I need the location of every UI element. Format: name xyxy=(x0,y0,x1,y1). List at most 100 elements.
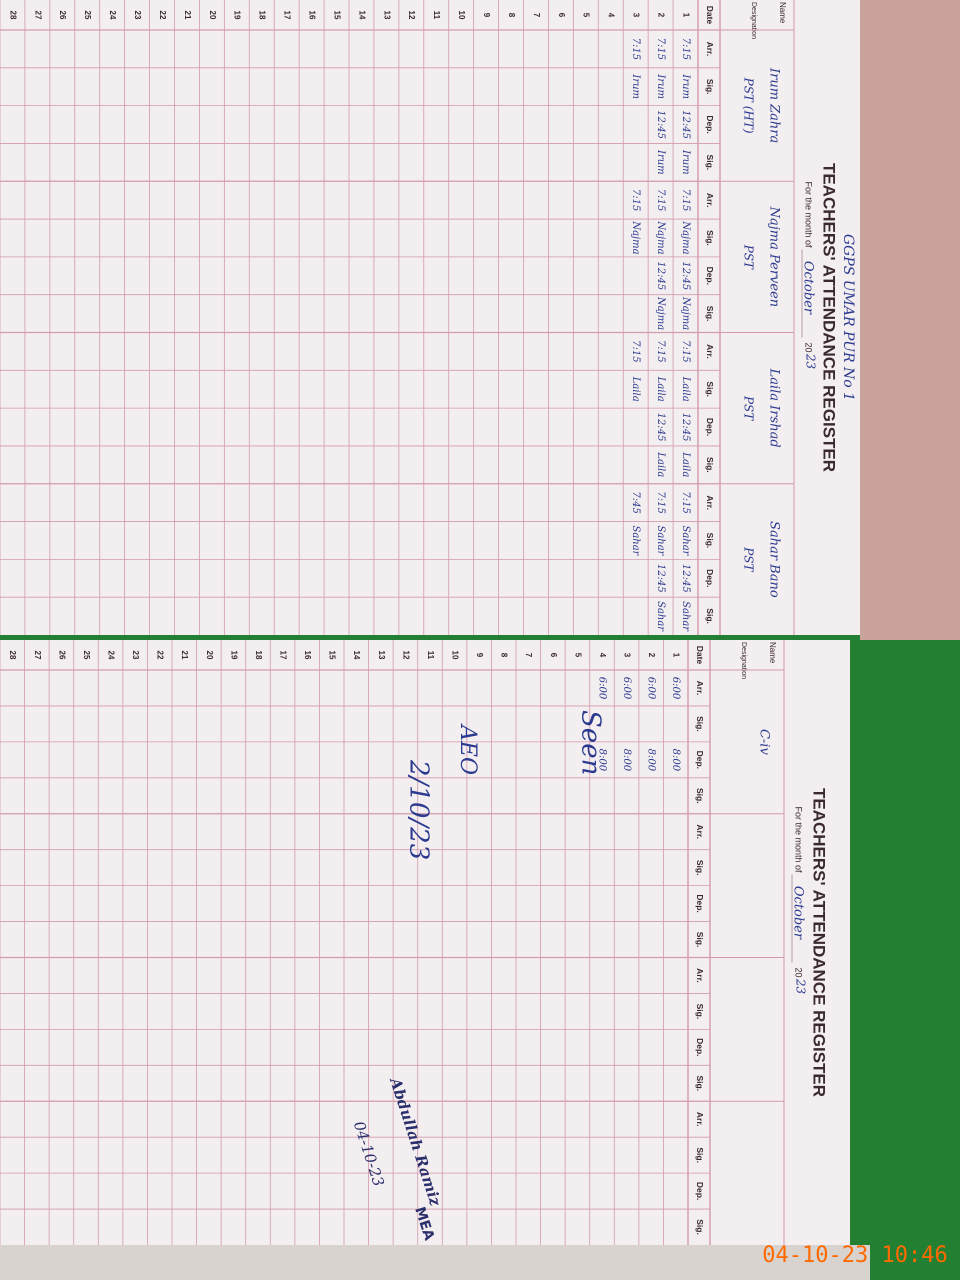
date-number: 21 xyxy=(183,11,192,20)
date-number: 23 xyxy=(133,11,142,20)
column-header: Sig. xyxy=(705,79,715,95)
column-header: Dep. xyxy=(695,894,705,912)
entry: 7:15 xyxy=(630,340,641,362)
date-number: 4 xyxy=(607,13,616,18)
date-number: 1 xyxy=(681,13,690,18)
entry: 7:15 xyxy=(680,38,691,60)
entry: 7:15 xyxy=(655,189,666,211)
entry: Najma xyxy=(655,296,666,330)
date-number: 19 xyxy=(233,11,242,20)
date-number: 1 xyxy=(672,653,681,658)
entry: Sahar xyxy=(630,525,641,556)
entry: 7:15 xyxy=(655,340,666,362)
teacher-designation: PST xyxy=(742,546,756,572)
entry: Irum xyxy=(630,73,641,99)
entry: 6:00 xyxy=(646,677,657,700)
entry: 12:45 xyxy=(655,413,666,442)
column-header: Arr. xyxy=(695,1112,705,1127)
entry: 7:15 xyxy=(630,38,641,60)
date-number: 26 xyxy=(58,11,67,20)
date-number: 18 xyxy=(254,651,263,660)
entry: Najma xyxy=(655,220,666,254)
entry: 6:00 xyxy=(597,677,608,700)
remark: Seen xyxy=(576,710,606,775)
entry: 7:15 xyxy=(655,38,666,60)
date-number: 24 xyxy=(106,651,115,660)
date-number: 2 xyxy=(647,653,656,658)
register-title: TEACHERS' ATTENDANCE REGISTER xyxy=(810,788,829,1097)
column-header: Dep. xyxy=(705,115,715,133)
entry: 7:15 xyxy=(630,189,641,211)
column-header: Sig. xyxy=(695,1075,705,1091)
entry: 12:45 xyxy=(655,110,666,139)
column-header: Arr. xyxy=(705,42,715,57)
date-number: 14 xyxy=(357,11,366,20)
date-number: 28 xyxy=(8,651,17,660)
date-number: 26 xyxy=(57,651,66,660)
column-header: Sig. xyxy=(695,716,705,732)
teacher-designation: PST (HT) xyxy=(742,77,756,134)
entry: 6:00 xyxy=(670,677,681,700)
date-number: 27 xyxy=(33,651,42,660)
date-number: 13 xyxy=(377,651,386,660)
date-number: 6 xyxy=(557,13,566,18)
name-label: Name xyxy=(778,2,787,24)
entry: Laila xyxy=(655,451,666,477)
teacher-designation: PST xyxy=(742,395,756,421)
column-header: Arr. xyxy=(695,968,705,983)
column-header: Dep. xyxy=(705,569,715,587)
date-number: 25 xyxy=(82,651,91,660)
column-header: Sig. xyxy=(695,860,705,876)
teacher-name: Laila Irshad xyxy=(767,368,782,448)
date-number: 11 xyxy=(426,651,435,660)
year-label: 20 xyxy=(804,342,814,352)
entry: 7:15 xyxy=(680,340,691,362)
column-header: Dep. xyxy=(705,418,715,436)
entry: 12:45 xyxy=(655,261,666,290)
date-number: 12 xyxy=(407,11,416,20)
entry: 12:45 xyxy=(680,110,691,139)
date-number: 8 xyxy=(500,653,509,658)
column-header: Sig. xyxy=(695,932,705,948)
date-number: 9 xyxy=(482,13,491,18)
entry: Irum xyxy=(680,149,691,175)
entry: Laila xyxy=(630,376,641,402)
teacher-designation: PST xyxy=(742,244,756,270)
entry: Laila xyxy=(680,376,691,402)
column-header: Arr. xyxy=(705,344,715,359)
entry: Sahar xyxy=(680,601,691,632)
entry: 7:15 xyxy=(655,491,666,513)
designation-label: Designation xyxy=(740,642,747,679)
date-number: 14 xyxy=(352,651,361,660)
entry: Laila xyxy=(680,451,691,477)
remark: AEO xyxy=(455,723,480,775)
entry: 12:45 xyxy=(680,564,691,593)
designation-label: Designation xyxy=(750,2,757,39)
column-header: Sig. xyxy=(695,1147,705,1163)
date-number: 3 xyxy=(632,13,641,18)
date-number: 11 xyxy=(432,11,441,20)
date-number: 28 xyxy=(8,11,17,20)
entry: Najma xyxy=(680,220,691,254)
teacher-name: Najma Perveen xyxy=(767,206,782,308)
date-number: 24 xyxy=(108,11,117,20)
column-header: Sig. xyxy=(695,1219,705,1235)
date-number: 27 xyxy=(33,11,42,20)
entry: 12:45 xyxy=(680,261,691,290)
date-number: 19 xyxy=(229,651,238,660)
date-number: 23 xyxy=(131,651,140,660)
date-number: 16 xyxy=(303,651,312,660)
date-number: 2 xyxy=(656,13,665,18)
book-edge xyxy=(0,1245,870,1280)
remark: 2/10/23 xyxy=(404,759,434,860)
column-header: Arr. xyxy=(695,681,705,696)
column-header: Date xyxy=(695,646,705,665)
entry: 12:45 xyxy=(680,413,691,442)
column-header: Dep. xyxy=(695,1182,705,1200)
entry: Sahar xyxy=(680,525,691,556)
column-header: Sig. xyxy=(705,457,715,473)
date-number: 15 xyxy=(328,651,337,660)
entry: 7:45 xyxy=(630,491,641,513)
column-header: Dep. xyxy=(705,267,715,285)
